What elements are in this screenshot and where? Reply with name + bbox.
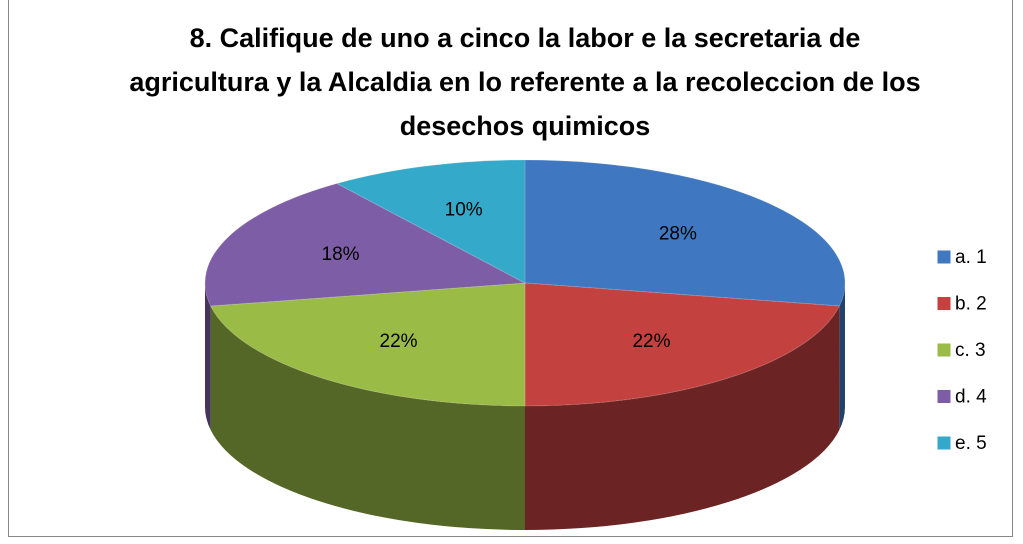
pie-side xyxy=(525,306,840,530)
data-label: 28% xyxy=(659,223,697,244)
pie-slice xyxy=(335,159,526,284)
pie-slice xyxy=(524,282,841,407)
pie-side xyxy=(839,283,846,431)
data-label: 10% xyxy=(445,199,483,220)
legend-label: e. 5 xyxy=(955,433,987,454)
legend-label: c. 3 xyxy=(955,340,986,361)
legend-swatch xyxy=(936,296,952,311)
data-label: 22% xyxy=(380,331,418,352)
pie-side xyxy=(210,306,525,530)
legend-label: a. 1 xyxy=(955,247,987,268)
legend-swatch xyxy=(936,342,952,358)
legend-swatch xyxy=(936,389,952,404)
chart-frame xyxy=(8,0,1013,537)
pie-slice xyxy=(204,182,527,307)
legend-swatch xyxy=(936,249,952,265)
pie-side xyxy=(205,283,211,431)
legend-swatch xyxy=(936,435,952,451)
data-label: 18% xyxy=(322,244,360,265)
pie-slice xyxy=(209,282,526,407)
pie-slice xyxy=(524,159,846,307)
data-label: 22% xyxy=(632,331,670,352)
legend-label: b. 2 xyxy=(955,294,987,315)
legend-label: d. 4 xyxy=(955,387,987,408)
chart-title: 8. Califique de uno a cinco la labor e l… xyxy=(129,23,921,141)
